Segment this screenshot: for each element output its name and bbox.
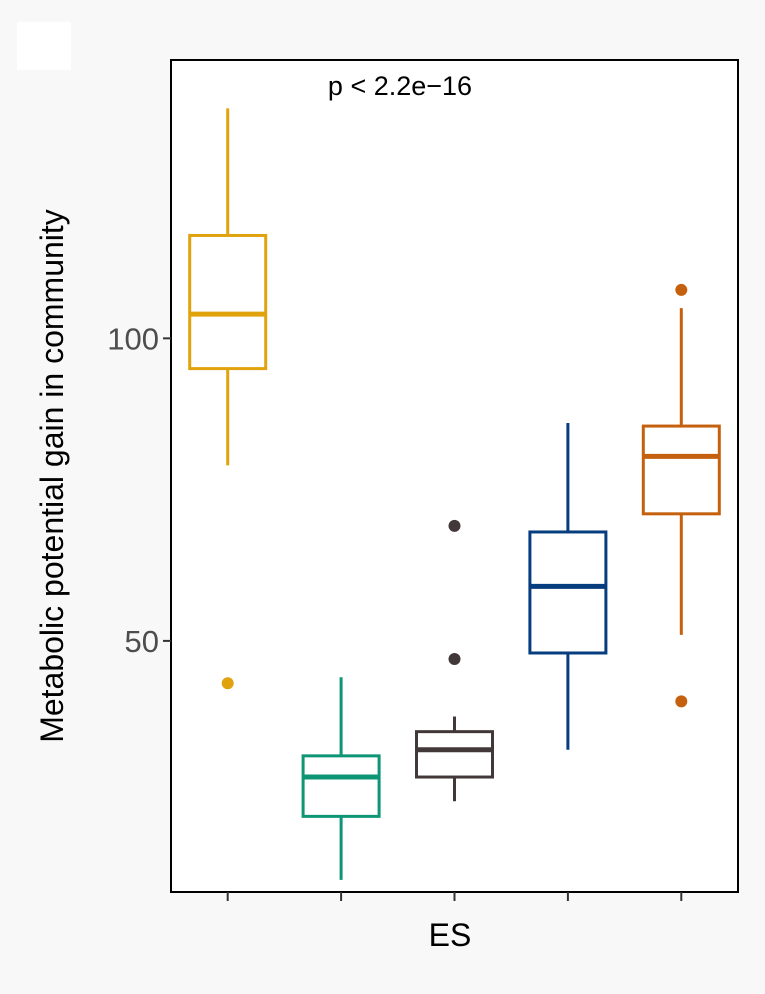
outlier-point	[448, 653, 461, 666]
box-group-5	[641, 283, 721, 708]
box-iqr	[415, 730, 494, 779]
box-group-2	[301, 677, 381, 880]
y-axis: 50 100	[107, 321, 171, 659]
blank-tile	[17, 22, 71, 70]
box-iqr	[301, 754, 381, 818]
y-tick-label: 50	[125, 624, 159, 659]
box-iqr	[188, 233, 268, 371]
outlier-point	[221, 677, 234, 690]
p-value-annotation: p < 2.2e−16	[328, 71, 472, 101]
y-tick-label: 100	[107, 321, 159, 356]
y-axis-label: Metabolic potential gain in community	[34, 209, 70, 743]
box-group-4	[528, 423, 608, 750]
box-iqr	[528, 530, 608, 655]
outlier-point	[448, 519, 461, 532]
outlier-point	[675, 283, 688, 296]
x-axis	[226, 892, 683, 901]
outlier-point	[675, 695, 688, 708]
box-iqr	[641, 424, 721, 516]
box-group-1	[188, 108, 268, 690]
box-group-3	[415, 519, 494, 802]
boxes-layer	[188, 108, 721, 880]
x-axis-label: ES	[429, 917, 472, 953]
